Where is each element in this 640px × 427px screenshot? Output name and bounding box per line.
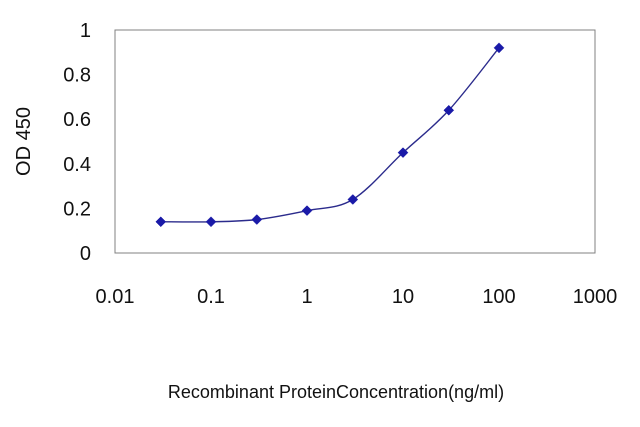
- data-point: [301, 205, 313, 216]
- y-tick-label: 0.2: [63, 198, 91, 220]
- x-tick-label: 10: [392, 286, 414, 308]
- data-point: [205, 216, 217, 228]
- x-axis-title: Recombinant ProteinConcentration(ng/ml): [168, 382, 504, 402]
- x-tick-label: 1000: [573, 286, 618, 308]
- data-point: [251, 214, 263, 225]
- y-axis-title: OD 450: [13, 107, 35, 176]
- y-tick-label: 0.6: [63, 109, 91, 131]
- label-layer: 0 0.2 0.4 0.6 0.8 1 0.01 0.1 1 10 100 1000 OD 450 Rec…: [13, 20, 617, 402]
- series-layer: [155, 42, 505, 228]
- y-tick-label: 0: [80, 243, 91, 265]
- plot-area: [114, 29, 596, 254]
- data-point: [347, 194, 359, 205]
- y-tick-label: 0.4: [63, 154, 91, 176]
- y-tick-label: 1: [80, 20, 91, 42]
- x-tick-label: 0.1: [197, 286, 225, 308]
- y-tick-label: 0.8: [63, 65, 91, 87]
- x-tick-label: 1: [301, 286, 312, 308]
- x-tick-label: 0.01: [96, 286, 135, 308]
- data-point: [443, 104, 455, 116]
- data-point: [397, 147, 409, 159]
- axis-layer: [114, 29, 596, 254]
- data-point: [155, 216, 167, 228]
- data-point: [493, 42, 505, 54]
- x-tick-label: 100: [482, 286, 515, 308]
